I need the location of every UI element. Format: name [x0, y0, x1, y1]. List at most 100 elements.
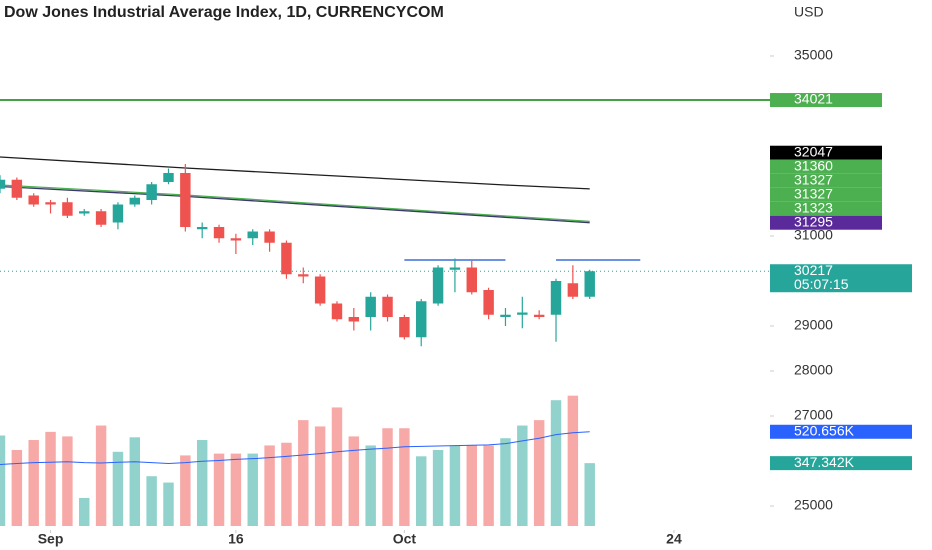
price-label: 31323: [770, 199, 882, 216]
candle-body: [314, 276, 326, 304]
volume-bar: [264, 445, 275, 526]
volume-bar: [146, 476, 157, 526]
candle-body: [180, 172, 191, 227]
candle-body: [146, 184, 157, 200]
volume-bar: [298, 420, 309, 526]
volume-bar: [314, 426, 326, 526]
candle-body: [213, 226, 225, 239]
price-label-box: [770, 173, 882, 188]
y-tick-label: 35000: [794, 47, 833, 63]
volume-bar: [348, 436, 360, 526]
candle-body: [79, 211, 90, 214]
volume-bar: [584, 463, 595, 526]
volume-bar: [11, 449, 23, 526]
currency: USD: [794, 4, 824, 20]
moving-average-line: [0, 156, 590, 190]
candle-body: [230, 238, 242, 241]
price-label: 34021: [770, 91, 882, 108]
volume-bar: [28, 440, 39, 526]
volume-bar: [466, 445, 477, 526]
price-label: 32047: [770, 143, 882, 160]
x-tick-label: Sep: [38, 531, 64, 547]
x-tick-label: Oct: [393, 531, 417, 547]
moving-average-line: [0, 184, 590, 223]
candle-body: [11, 179, 23, 198]
volume-bar: [517, 425, 528, 526]
volume-bar: [213, 453, 225, 526]
volume-bar: [230, 453, 242, 526]
candle-body: [112, 204, 124, 223]
price-label-text: 32047: [794, 143, 833, 159]
volume-bar: [196, 440, 208, 526]
candle-body: [281, 242, 292, 275]
y-tick-label: 31000: [794, 227, 833, 243]
volume-bar: [281, 442, 292, 526]
volume-bar: [163, 482, 174, 526]
candle-body: [298, 274, 309, 277]
volume-bar: [79, 497, 90, 526]
moving-average-line: [0, 185, 590, 224]
volume-bar: [567, 395, 579, 526]
candle-body: [584, 271, 595, 297]
last-price-text: 30217: [794, 262, 833, 278]
price-label-text: 31327: [794, 185, 833, 201]
volume-label-text: 520.656K: [794, 422, 855, 438]
x-tick-label: 16: [228, 531, 244, 547]
candle-body: [0, 179, 6, 189]
volume-label-box: [770, 456, 912, 471]
candle-body: [500, 314, 511, 318]
price-label: 31360: [770, 157, 882, 174]
price-label-box: [770, 187, 882, 202]
candle-body: [533, 314, 545, 318]
price-label: 31327: [770, 185, 882, 202]
volume-bar: [62, 436, 73, 526]
volume-bar: [533, 420, 545, 526]
last-price-box: [770, 264, 912, 293]
candle-body: [264, 231, 275, 243]
candle-body: [62, 202, 73, 216]
candle-body: [466, 267, 477, 293]
countdown-text: 05:07:15: [794, 276, 849, 292]
candle-body: [399, 317, 410, 338]
volume-bar: [500, 438, 511, 526]
candle-body: [45, 202, 56, 205]
price-label-text: 31360: [794, 157, 833, 173]
candle-body: [365, 296, 376, 318]
candle-body: [28, 195, 39, 205]
candle-body: [129, 197, 141, 205]
price-label-box: [770, 215, 882, 230]
volume-bar: [382, 428, 393, 526]
volume-bar: [129, 437, 141, 526]
candle-body: [95, 211, 107, 225]
candle-body: [348, 317, 360, 322]
candle-body: [483, 289, 494, 315]
candle-body: [163, 172, 174, 182]
price-label-box: [770, 93, 882, 108]
x-tick-label: 24: [666, 531, 682, 547]
volume-bar: [247, 453, 258, 526]
candle-body: [382, 296, 393, 318]
candle-body: [550, 280, 562, 315]
chart-title: Dow Jones Industrial Average Index, 1D, …: [4, 4, 444, 21]
volume-label: 520.656K: [770, 422, 912, 439]
volume-bar: [416, 456, 427, 526]
volume-bar: [331, 407, 343, 526]
volume-label-text: 347.342K: [794, 454, 855, 470]
volume-bar: [483, 445, 494, 526]
price-label-box: [770, 145, 882, 160]
volume-bar: [180, 455, 191, 526]
y-tick-label: 25000: [794, 497, 833, 513]
candle-body: [331, 303, 343, 320]
volume-bar: [399, 428, 410, 526]
volume-bar: [365, 445, 376, 526]
volume-bar: [0, 435, 6, 526]
price-label: 31295: [770, 213, 882, 230]
price-label-text: 31327: [794, 171, 833, 187]
candle-body: [567, 283, 579, 297]
volume-bar: [112, 451, 124, 526]
volume-bar: [45, 431, 56, 526]
y-tick-label: 28000: [794, 362, 833, 378]
price-label: 31327: [770, 171, 882, 188]
y-tick-label: 27000: [794, 407, 833, 423]
